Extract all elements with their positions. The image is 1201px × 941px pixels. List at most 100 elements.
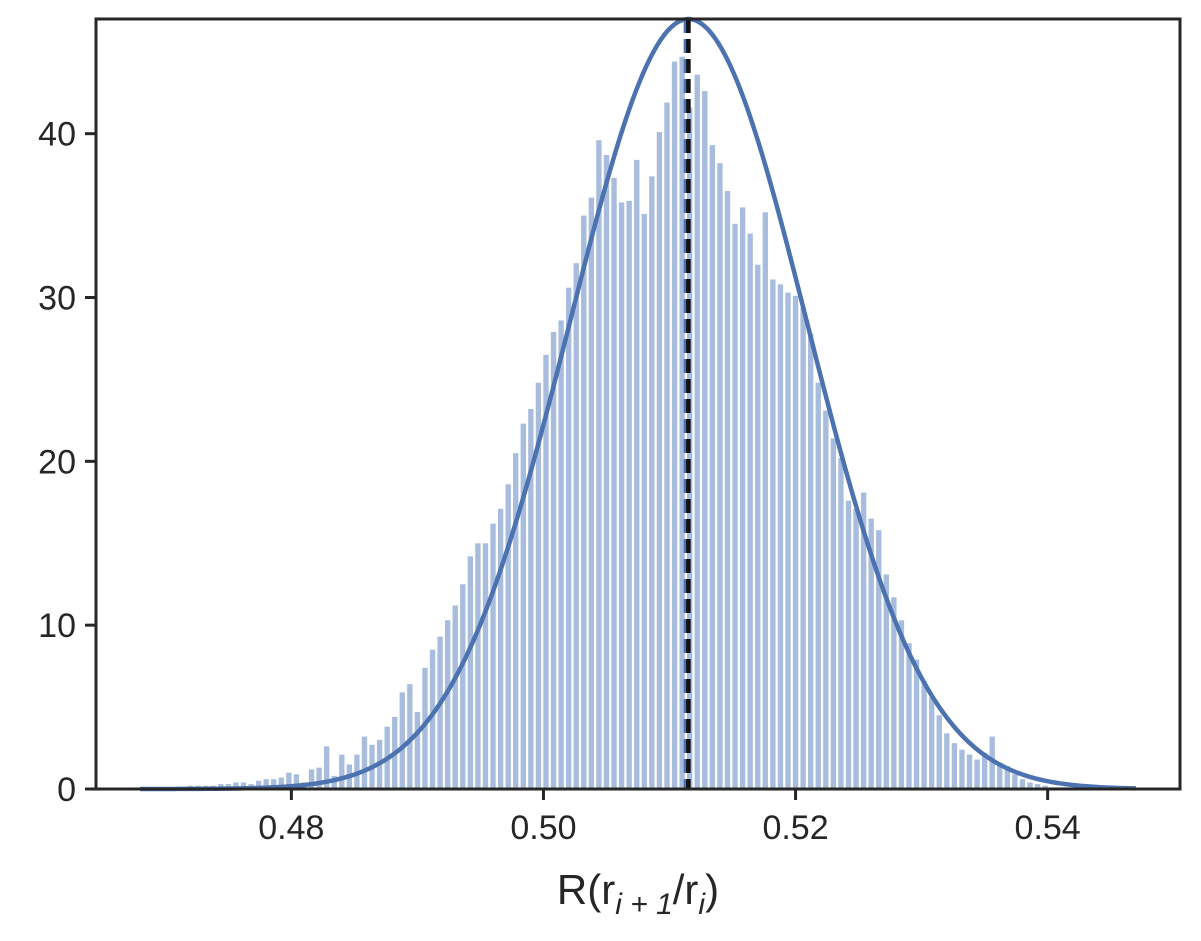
histogram-bar [702,91,708,790]
histogram-bar [422,667,428,789]
histogram-bar [709,145,716,789]
histogram-bar [656,132,663,790]
histogram-bar [490,523,496,789]
histogram-bar [906,643,912,789]
histogram-bar [649,176,655,789]
histogram-bar [293,774,300,789]
histogram-bar [444,620,451,789]
y-tick-label: 10 [38,607,76,645]
histogram-bar [497,508,504,789]
histogram-bar [959,749,965,789]
histogram-bar [747,233,753,789]
histogram-bar [543,354,549,789]
x-tick-label: 0.52 [762,809,828,847]
histogram-bar [913,659,920,789]
histogram-bar [1004,766,1010,789]
histogram-bar [550,331,557,789]
histogram-bar [558,320,564,789]
histogram-bar [755,264,761,789]
histogram-bar [596,140,602,790]
histogram-bar [876,530,882,789]
histogram-bar [399,692,405,789]
histogram-bar [1012,774,1018,789]
histogram-bar [520,423,526,789]
histogram-bar [671,61,678,790]
histogram-bar [482,543,489,789]
y-tick-label: 0 [57,771,76,809]
histogram-bar [414,712,421,789]
plot-frame [94,17,1182,791]
histogram-bar [883,574,889,789]
histogram-bar [951,743,958,789]
histogram-bar [762,212,768,789]
vertical-lines [683,19,691,789]
histogram-bar [233,782,239,789]
histogram-bar [944,733,950,789]
histogram-bar [581,215,587,790]
histogram-bar [641,213,647,789]
histogram-bar [808,333,814,789]
histogram-bar [255,780,262,789]
histogram-bar [240,782,247,789]
histogram-bar [535,382,542,789]
histogram-bar [437,636,443,789]
histogram-bar [800,307,806,789]
histogram-bar [1019,779,1026,789]
x-axis-ticks: 0.48 0.50 0.52 0.54 [258,789,1081,847]
histogram-bar [777,284,784,789]
histogram-bar [997,762,1003,789]
histogram-bar [853,508,859,789]
x-tick-label: 0.48 [258,809,324,847]
histogram-bar [717,163,723,790]
histogram-bar [308,769,315,789]
histogram-bar [429,649,436,789]
histogram-bar [271,779,277,789]
histogram-bar [626,200,632,790]
histogram-bar [936,715,942,789]
histogram-bar [603,154,610,790]
histogram-bar [634,159,640,789]
histogram-bar [278,777,284,789]
histogram-bar [1034,784,1041,789]
histogram-bar [475,543,481,789]
histogram-bar [611,177,617,789]
normal-fit-curve [140,16,1136,792]
x-tick-label: 0.54 [1015,809,1081,847]
histogram-bar [838,458,844,789]
histogram-bar [860,492,867,789]
histogram-bar [981,752,988,789]
histogram-bar [792,295,799,789]
y-tick-label: 20 [38,443,76,481]
histogram-bars [134,56,1116,790]
histogram-bar [845,500,852,789]
histogram-bar [823,410,829,789]
histogram-bar [505,484,511,789]
histogram-bar [868,518,874,789]
y-axis-ticks: 0 10 20 30 40 [38,116,96,809]
histogram-bar [664,102,670,790]
histogram-bar [460,584,466,789]
histogram-bar [921,680,927,789]
histogram-bar [724,191,731,789]
histogram-bar [452,605,458,789]
histogram-bar [1042,785,1048,789]
histogram-bar [891,597,897,789]
histogram-bar [898,620,905,789]
x-axis-title: R(ri + 1/ri) [557,866,719,921]
histogram-bar [694,74,700,789]
histogram-bar [785,292,791,789]
histogram-bar [1027,782,1033,789]
x-tick-label: 0.50 [510,809,576,847]
histogram-bar [679,56,685,790]
histogram-bar [739,207,746,789]
histogram-bar [513,453,519,789]
histogram-bar [770,279,776,789]
histogram-bar [316,767,322,789]
histogram-bar [732,223,738,790]
histogram-bar [830,438,837,789]
histogram-bar [974,759,980,789]
histogram-bar [966,754,973,789]
y-tick-label: 40 [38,116,76,154]
histogram-bar [815,382,821,789]
